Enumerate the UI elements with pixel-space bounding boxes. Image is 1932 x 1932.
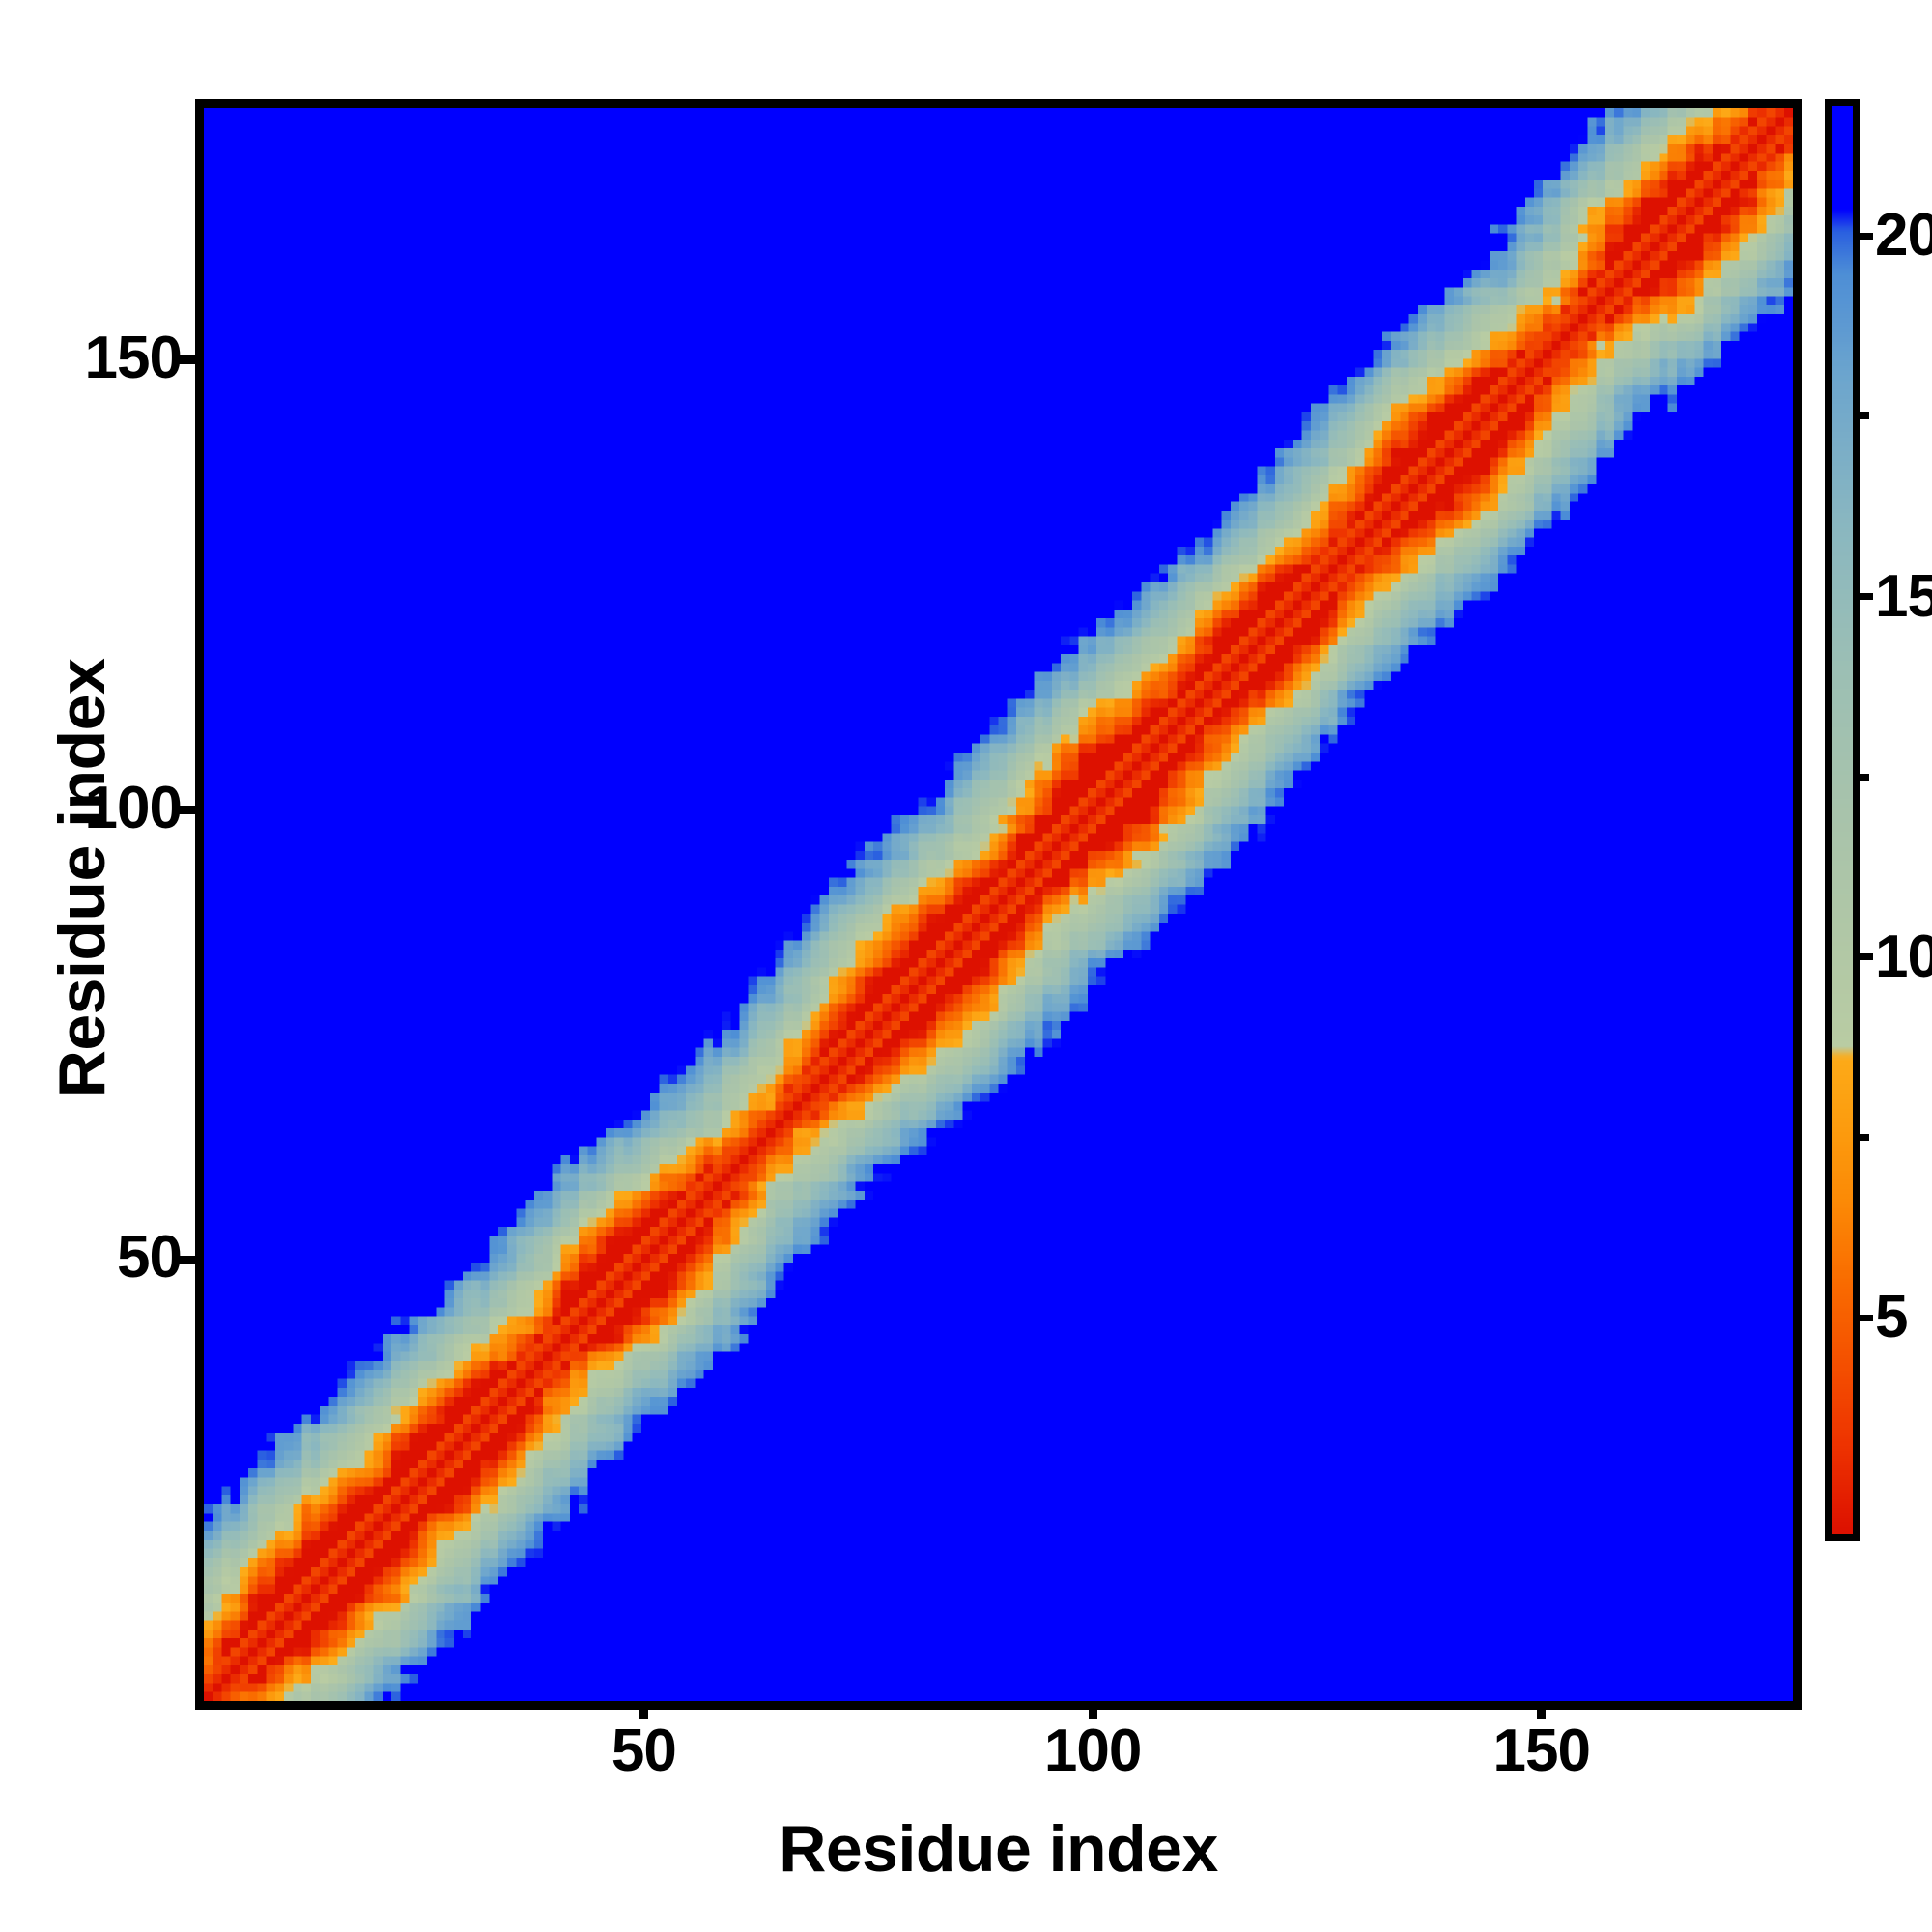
y-axis-title: Residue index <box>45 658 119 1098</box>
x-axis-tick-label: 50 <box>611 1718 677 1784</box>
x-axis-tick-label: 100 <box>1043 1718 1142 1784</box>
y-axis-tick-label: 150 <box>84 324 183 391</box>
colorbar <box>1825 99 1860 1541</box>
colorbar-major-tick <box>1860 1314 1873 1321</box>
heatmap-plot-area <box>195 99 1802 1710</box>
colorbar-minor-tick <box>1860 412 1869 420</box>
y-axis-tick-label: 100 <box>84 774 183 841</box>
colorbar-major-tick <box>1860 593 1873 601</box>
x-axis-tick-label: 150 <box>1492 1718 1591 1784</box>
x-axis-tick <box>639 1702 648 1719</box>
x-axis-tick <box>1537 1702 1547 1719</box>
colorbar-major-tick <box>1860 953 1873 961</box>
colorbar-tick-label: 10 <box>1875 923 1932 990</box>
y-axis-tick-label: 50 <box>117 1224 183 1292</box>
x-axis-title: Residue index <box>779 1812 1218 1886</box>
y-axis-tick <box>179 1255 195 1264</box>
colorbar-minor-tick <box>1860 1133 1869 1141</box>
colorbar-major-tick <box>1860 232 1873 240</box>
colorbar-gradient <box>1832 106 1853 1534</box>
colorbar-tick-label: 5 <box>1875 1284 1908 1351</box>
x-axis-tick <box>1088 1702 1097 1719</box>
y-axis-tick <box>179 806 195 815</box>
colorbar-tick-label: 20 <box>1875 202 1932 270</box>
heatmap-canvas <box>204 108 1793 1701</box>
y-axis-tick <box>179 355 195 365</box>
colorbar-minor-tick <box>1860 773 1869 781</box>
colorbar-tick-label: 15 <box>1875 562 1932 630</box>
